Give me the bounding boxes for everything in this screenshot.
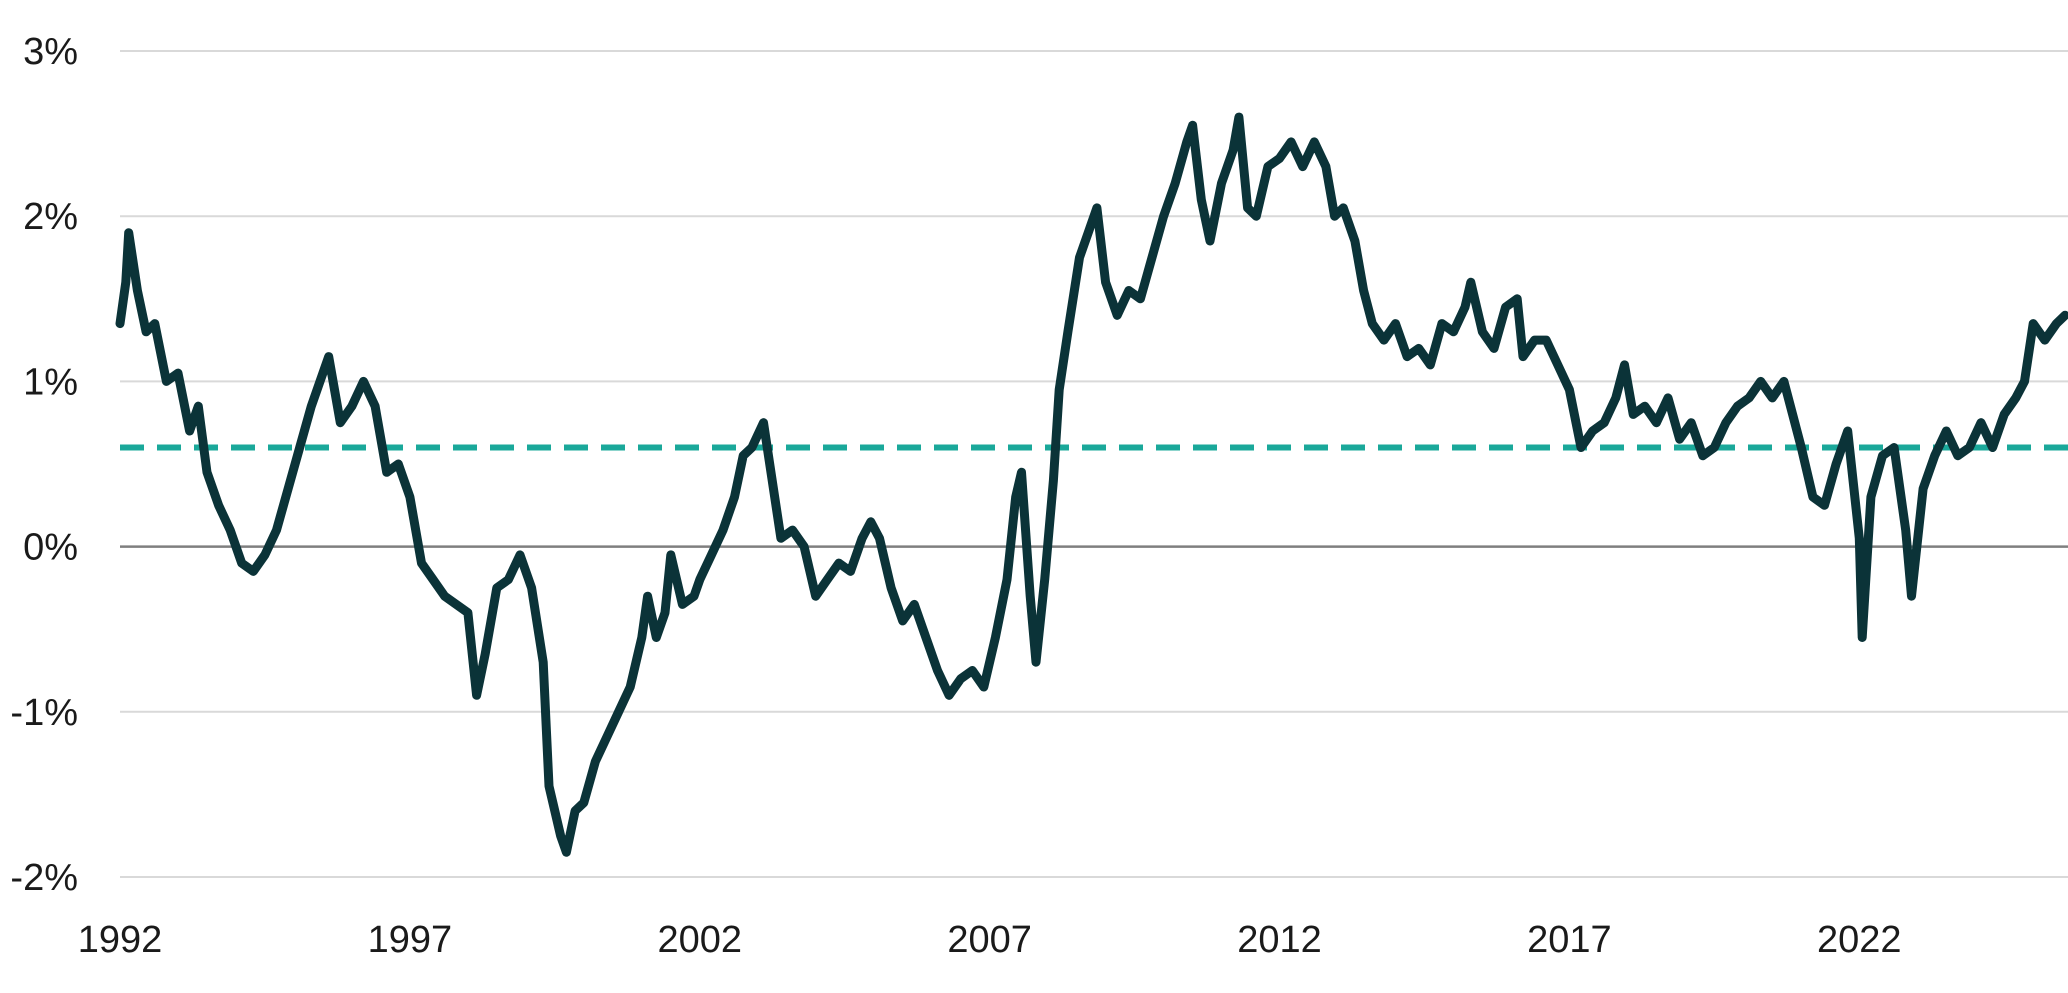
x-tick-label: 2017 bbox=[1527, 919, 1612, 961]
x-tick-label: 2007 bbox=[947, 919, 1032, 961]
x-tick-label: 1992 bbox=[78, 919, 163, 961]
x-tick-label: 2002 bbox=[657, 919, 742, 961]
y-axis-tick-labels: -2% -1% 0% 1% 2% 3% bbox=[10, 31, 78, 899]
y-tick-label: 2% bbox=[23, 196, 78, 238]
y-tick-label: 1% bbox=[23, 361, 78, 403]
x-tick-label: 2022 bbox=[1817, 919, 1902, 961]
y-tick-label: -2% bbox=[10, 857, 78, 899]
y-tick-label: 3% bbox=[23, 31, 78, 73]
x-axis-tick-labels: 1992 1997 2002 2007 2012 2017 2022 bbox=[78, 919, 1902, 961]
gridlines bbox=[120, 50, 2068, 878]
x-tick-label: 2012 bbox=[1237, 919, 1322, 961]
y-tick-label: -1% bbox=[10, 692, 78, 734]
x-tick-label: 1997 bbox=[368, 919, 453, 961]
series-layer bbox=[115, 112, 2068, 857]
y-tick-label: 0% bbox=[23, 527, 78, 569]
series-line bbox=[115, 112, 2068, 857]
